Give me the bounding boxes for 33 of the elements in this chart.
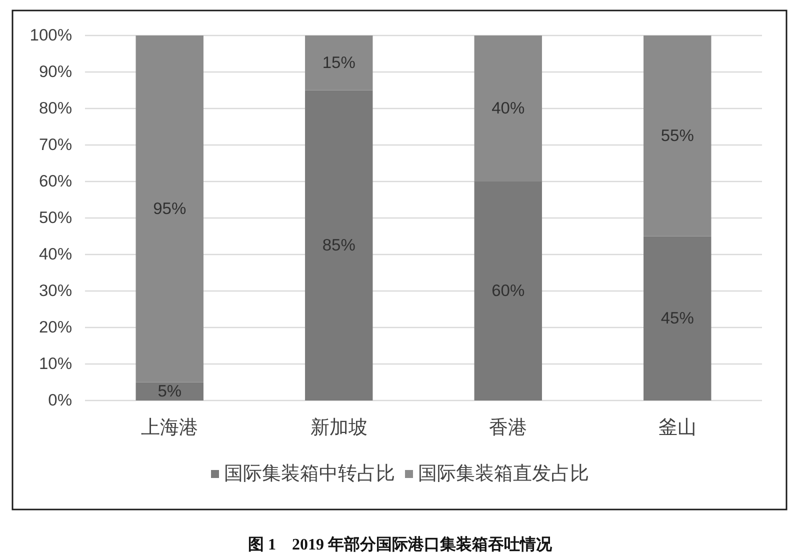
legend-label: 国际集装箱直发占比 (418, 464, 589, 484)
data-label: 40% (492, 100, 525, 118)
y-tick-label: 90% (38, 63, 72, 81)
bar (644, 36, 712, 236)
data-label: 5% (158, 382, 182, 400)
x-tick-label: 香港 (489, 418, 528, 438)
y-tick-label: 100% (30, 26, 72, 44)
y-tick-label: 80% (38, 100, 72, 118)
y-tick-label: 60% (38, 172, 72, 190)
data-label: 60% (492, 282, 525, 300)
y-tick-label: 10% (38, 355, 72, 373)
bar (644, 236, 712, 400)
y-tick-label: 20% (38, 318, 72, 336)
bar (305, 36, 373, 90)
x-tick-label: 釜山 (658, 418, 696, 438)
y-tick-label: 40% (38, 246, 72, 264)
data-label: 95% (153, 200, 186, 218)
y-tick-label: 0% (48, 392, 72, 410)
y-tick-label: 50% (38, 209, 72, 227)
y-tick-label: 70% (38, 136, 72, 154)
x-tick-label: 上海港 (141, 418, 198, 438)
data-label: 85% (322, 236, 356, 254)
bar (305, 90, 373, 400)
data-label: 15% (322, 54, 356, 72)
bar (474, 182, 542, 400)
x-tick-label: 新加坡 (310, 416, 368, 438)
y-tick-label: 30% (38, 282, 72, 300)
data-label: 55% (660, 126, 694, 145)
bar (474, 36, 542, 182)
data-label: 45% (660, 309, 694, 328)
bar (136, 36, 204, 382)
caption: 图 1 2019 年部分国际港口集装箱吞吐情况 (248, 536, 553, 554)
legend-label: 国际集装箱中转占比 (224, 464, 395, 484)
